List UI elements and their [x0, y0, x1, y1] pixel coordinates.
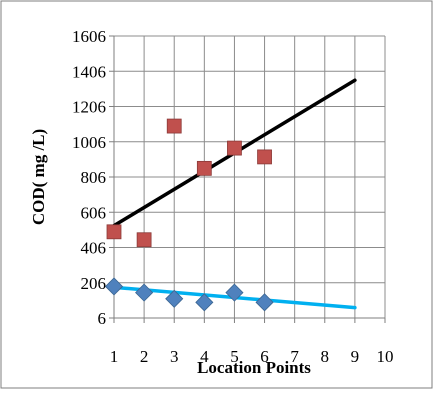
x-tick-label: 3 — [170, 347, 179, 366]
y-tick-label: 806 — [81, 168, 107, 187]
axes — [109, 35, 386, 323]
gridlines — [114, 35, 386, 318]
x-tick-label: 10 — [377, 347, 394, 366]
y-tick-label: 1606 — [72, 27, 106, 46]
data-point-diamond — [255, 293, 274, 312]
data-point-diamond — [225, 283, 244, 302]
data-point-diamond — [165, 289, 184, 308]
y-tick-label: 1006 — [72, 133, 106, 152]
y-tick-label: 606 — [81, 203, 107, 222]
y-tick-label: 206 — [81, 274, 107, 293]
x-tick-label: 7 — [290, 347, 299, 366]
x-tick-label: 8 — [321, 347, 330, 366]
data-point-square — [257, 149, 272, 165]
data-point-square — [166, 118, 182, 134]
tick-labels: 6 206 406 606 806 1006 1206 1406 1606 1 2 3 4 5 6 7 8 9 10 — [72, 27, 394, 366]
x-tick-label: 9 — [351, 347, 360, 366]
y-tick-label: 1206 — [72, 98, 106, 117]
x-tick-label: 5 — [230, 347, 239, 366]
data-point-square — [106, 224, 122, 240]
data-point-square — [227, 140, 242, 156]
x-tick-label: 4 — [200, 347, 209, 366]
data-point-diamond — [195, 293, 214, 312]
y-tick-label: 406 — [81, 239, 107, 258]
data-point-square — [136, 232, 152, 248]
data-point-diamond — [135, 283, 154, 302]
data-point-diamond — [104, 277, 124, 296]
x-tick-label: 1 — [110, 347, 119, 366]
x-tick-label: 6 — [260, 347, 269, 366]
x-axis-title: Location Points — [197, 358, 311, 377]
data-point-square — [196, 160, 212, 176]
y-tick-label: 6 — [98, 309, 107, 328]
y-axis-title: COD( mg /L) — [29, 129, 48, 225]
x-tick-label: 2 — [140, 347, 149, 366]
data-points — [104, 118, 274, 312]
y-tick-label: 1406 — [72, 62, 106, 81]
